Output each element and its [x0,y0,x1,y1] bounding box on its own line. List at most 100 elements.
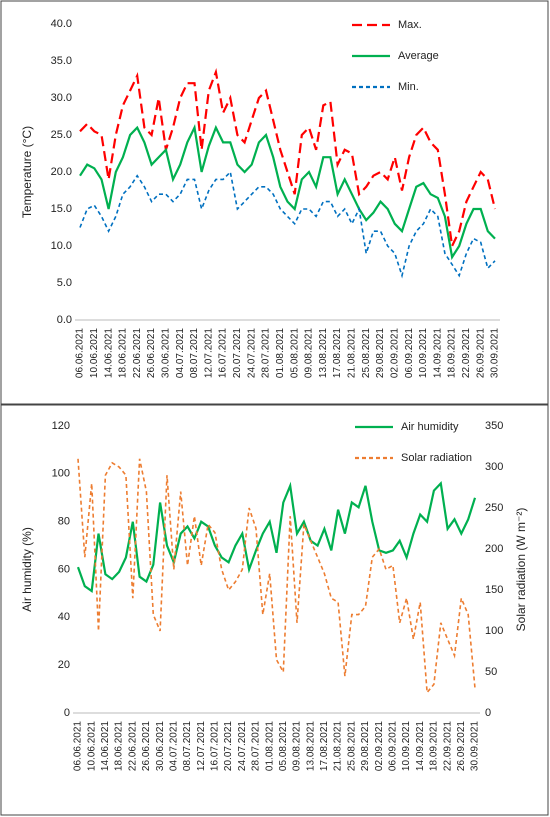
x-tick-label: 22.09.2021 [461,328,472,378]
y-tick-label: 150 [485,584,503,596]
data-line [79,68,497,250]
x-tick-label: 14.06.2021 [103,328,114,378]
y-tick-label: 100 [485,625,503,637]
x-tick-label: 28.07.2021 [251,721,262,771]
x-tick-label: 05.08.2021 [289,328,300,378]
x-tick-label: 26.06.2021 [146,328,157,378]
x-tick-label: 22.06.2021 [127,721,138,771]
x-tick-label: 14.09.2021 [415,721,426,771]
x-tick-label: 21.08.2021 [333,721,344,771]
x-tick-label: 25.08.2021 [346,721,357,771]
y-axis-title: Air humidity (%) [20,527,34,612]
data-line [76,481,477,593]
x-tick-label: 10.09.2021 [401,721,412,771]
y-tick-label: 0 [485,707,491,719]
data-line [79,170,496,279]
x-tick-label: 14.06.2021 [100,721,111,771]
x-tick-label: 29.08.2021 [360,721,371,771]
x-tick-label: 12.07.2021 [203,328,214,378]
y-tick-label: 120 [52,420,70,432]
x-tick-label: 08.07.2021 [182,721,193,771]
x-tick-label: 13.08.2021 [318,328,329,378]
x-tick-label: 22.06.2021 [132,328,143,378]
x-tick-label: 29.08.2021 [375,328,386,378]
y-axis-title: Temperature (°C) [20,126,34,218]
x-tick-label: 17.08.2021 [332,328,343,378]
panel-border [0,404,549,816]
x-tick-label: 06.06.2021 [73,721,84,771]
y-tick-label: 60 [58,563,70,575]
y-tick-label: 80 [58,516,70,528]
data-line [79,123,496,261]
x-tick-label: 25.08.2021 [361,328,372,378]
x-tick-label: 26.06.2021 [141,721,152,771]
x-tick-label: 02.09.2021 [374,721,385,771]
x-tick-label: 10.06.2021 [89,328,100,378]
x-tick-label: 13.08.2021 [305,721,316,771]
y-tick-label: 40 [58,611,70,623]
y-tick-label: 30.0 [51,92,72,104]
x-tick-label: 21.08.2021 [347,328,358,378]
x-tick-label: 18.09.2021 [429,721,440,771]
x-tick-label: 17.08.2021 [319,721,330,771]
x-tick-label: 01.08.2021 [275,328,286,378]
y-tick-label: 50 [485,666,497,678]
x-tick-label: 16.07.2021 [218,328,229,378]
y-tick-label: 200 [485,543,503,555]
x-tick-label: 18.06.2021 [114,721,125,771]
x-tick-label: 05.08.2021 [278,721,289,771]
x-tick-label: 09.08.2021 [304,328,315,378]
x-tick-label: 18.09.2021 [447,328,458,378]
x-tick-label: 30.06.2021 [155,721,166,771]
x-tick-label: 04.07.2021 [175,328,186,378]
x-tick-label: 26.09.2021 [456,721,467,771]
y-tick-label: 25.0 [51,129,72,141]
x-tick-label: 10.06.2021 [86,721,97,771]
y-tick-label: 250 [485,502,503,514]
x-tick-label: 14.09.2021 [432,328,443,378]
y-tick-label: 40.0 [51,18,72,30]
legend-label: Solar radiation [401,452,472,464]
x-tick-label: 26.09.2021 [475,328,486,378]
y2-axis-title: Solar radiation (W m⁻²) [514,508,528,632]
x-tick-label: 06.09.2021 [404,328,415,378]
y-tick-label: 20.0 [51,166,72,178]
legend-label: Min. [398,81,419,93]
y-tick-label: 15.0 [51,203,72,215]
x-tick-label: 30.06.2021 [161,328,172,378]
legend-label: Average [398,50,439,62]
y-tick-label: 20 [58,659,70,671]
x-tick-label: 12.07.2021 [196,721,207,771]
y-tick-label: 10.0 [51,240,72,252]
legend-label: Air humidity [401,421,459,433]
x-tick-label: 28.07.2021 [261,328,272,378]
y-tick-label: 350 [485,420,503,432]
x-tick-label: 08.07.2021 [189,328,200,378]
panel-border [0,0,549,405]
x-tick-label: 20.07.2021 [232,328,243,378]
x-tick-label: 01.08.2021 [264,721,275,771]
x-tick-label: 02.09.2021 [389,328,400,378]
x-tick-label: 09.08.2021 [292,721,303,771]
y-tick-label: 0 [64,707,70,719]
x-tick-label: 24.07.2021 [246,328,257,378]
x-tick-label: 20.07.2021 [223,721,234,771]
x-tick-label: 04.07.2021 [168,721,179,771]
data-line [77,458,476,695]
x-tick-label: 18.06.2021 [118,328,129,378]
x-tick-label: 06.09.2021 [388,721,399,771]
y-tick-label: 0.0 [57,314,72,326]
x-tick-label: 10.09.2021 [418,328,429,378]
legend-label: Max. [398,19,422,31]
y-tick-label: 300 [485,461,503,473]
x-tick-label: 22.09.2021 [442,721,453,771]
x-tick-label: 30.09.2021 [490,328,501,378]
y-tick-label: 35.0 [51,55,72,67]
x-tick-label: 30.09.2021 [470,721,481,771]
y-tick-label: 100 [52,468,70,480]
x-tick-label: 16.07.2021 [210,721,221,771]
x-tick-label: 24.07.2021 [237,721,248,771]
y-tick-label: 5.0 [57,277,72,289]
x-tick-label: 06.06.2021 [75,328,86,378]
